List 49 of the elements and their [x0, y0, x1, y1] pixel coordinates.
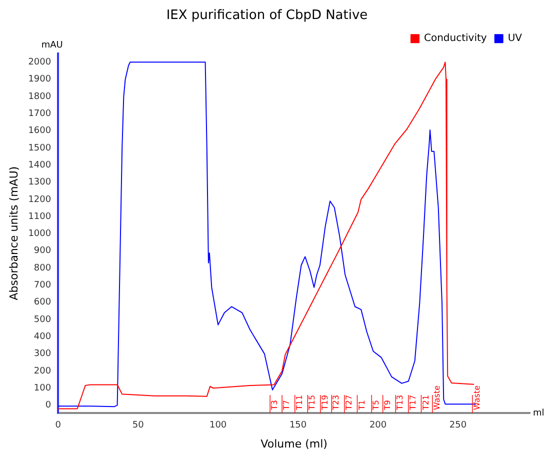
ref-line-label: Waste	[472, 385, 482, 410]
ref-line-label: T3	[270, 400, 280, 411]
ref-line-label: T7	[282, 400, 292, 411]
y-tick-label: 1900	[28, 74, 52, 85]
y-tick-label: 600	[34, 298, 52, 308]
y-tick-label: 700	[34, 280, 52, 291]
ref-line-label: T1	[357, 400, 366, 411]
ref-line-label: T11	[294, 394, 304, 411]
ref-line-label: T19	[320, 394, 330, 411]
x-axis-title: Volume (ml)	[260, 437, 328, 450]
ref-line-label: T5	[372, 400, 381, 411]
x-tick-label: 250	[449, 420, 467, 431]
ref-line-label: T17	[408, 394, 418, 411]
y-tick-label: 1400	[28, 160, 52, 170]
y-tick-label: 200	[34, 366, 52, 376]
text: ml	[533, 408, 544, 418]
ref-line-label: T23	[332, 394, 341, 411]
chart-title: IEX purification of CbpD Native	[166, 8, 368, 24]
x-tick-label: 0	[55, 420, 62, 431]
y-tick-label: 1800	[28, 92, 52, 102]
y-tick-label: 900	[34, 246, 52, 256]
y-tick-label: 300	[34, 349, 52, 360]
y-tick-label: 1700	[28, 108, 52, 119]
legend-label: Conductivity	[424, 33, 487, 44]
y-tick-label: 0	[45, 400, 52, 411]
y-tick-label: 1000	[28, 229, 52, 240]
y-tick-label: 1100	[28, 212, 52, 222]
x-tick-label: 50	[132, 420, 144, 431]
ref-line-label: T21	[421, 394, 430, 411]
ref-line-label: T15	[308, 394, 317, 411]
text: mAU	[41, 40, 63, 50]
ref-line-label: T27	[344, 394, 354, 411]
ref-line-label: Waste	[432, 385, 442, 410]
legend-label: UV	[508, 33, 522, 44]
y-tick-label: 800	[34, 263, 52, 274]
ref-line-label: T13	[396, 394, 405, 411]
y-tick-label: 100	[34, 383, 52, 394]
y-tick-label: 1500	[28, 143, 52, 154]
x-tick-label: 150	[289, 420, 307, 431]
y-tick-label: 1200	[28, 194, 52, 205]
y-tick-label: 500	[34, 314, 52, 325]
y-tick-label: 2000	[28, 58, 52, 68]
ref-line-label: T9	[382, 400, 392, 411]
x-tick-label: 100	[209, 420, 227, 431]
y-axis-title: Absorbance units (mAU)	[7, 166, 20, 300]
y-tick-label: 1300	[28, 178, 52, 188]
y-tick-label: 1600	[28, 126, 52, 136]
x-tick-label: 200	[369, 420, 387, 431]
y-tick-label: 400	[34, 332, 52, 342]
